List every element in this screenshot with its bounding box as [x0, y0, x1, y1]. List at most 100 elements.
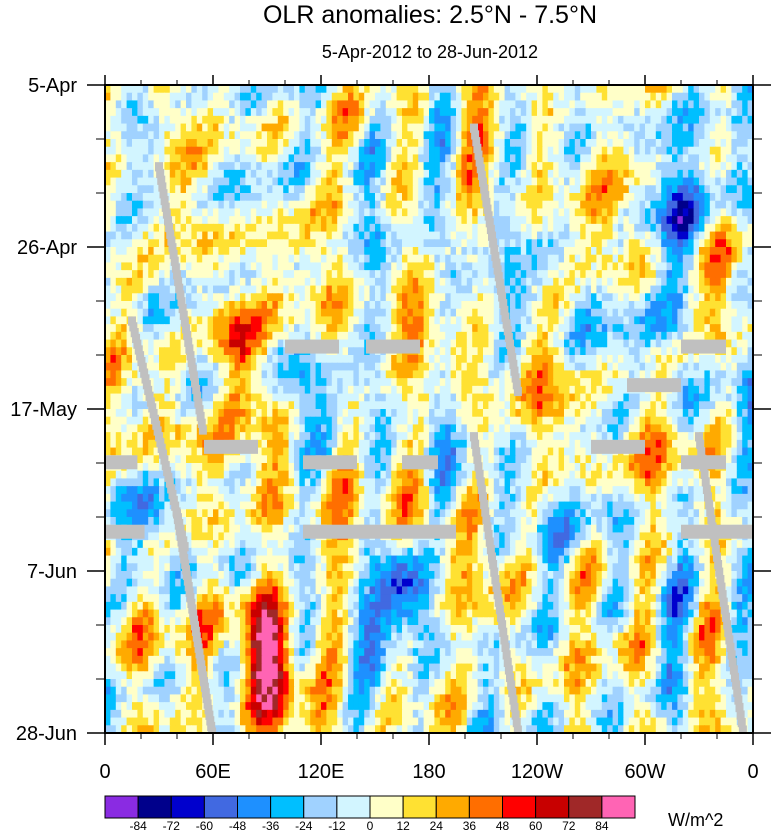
anomaly-cell	[666, 247, 673, 256]
anomaly-cell	[639, 231, 646, 240]
anomaly-cell	[596, 177, 603, 186]
anomaly-cell	[429, 393, 435, 402]
anomaly-cell	[591, 324, 597, 333]
anomaly-cell	[148, 324, 155, 333]
anomaly-cell	[159, 85, 165, 94]
anomaly-cell	[650, 347, 657, 356]
anomaly-cell	[261, 247, 268, 256]
anomaly-cell	[682, 393, 689, 402]
anomaly-cell	[375, 177, 381, 186]
anomaly-cell	[547, 185, 554, 194]
anomaly-cell	[407, 231, 414, 240]
anomaly-cell	[477, 301, 484, 310]
anomaly-cell	[175, 223, 182, 233]
anomaly-cell	[607, 139, 614, 148]
anomaly-cell	[121, 223, 128, 233]
anomaly-cell	[331, 100, 338, 109]
anomaly-cell	[331, 139, 338, 148]
anomaly-cell	[709, 362, 716, 372]
anomaly-cell	[645, 154, 651, 163]
anomaly-cell	[553, 177, 560, 186]
anomaly-cell	[218, 139, 225, 148]
anomaly-cell	[213, 277, 219, 287]
anomaly-cell	[650, 123, 657, 132]
anomaly-cell	[191, 254, 198, 264]
anomaly-cell	[569, 393, 576, 402]
anomaly-cell	[493, 293, 500, 302]
anomaly-cell	[202, 301, 209, 310]
anomaly-cell	[180, 231, 187, 240]
anomaly-cell	[434, 92, 441, 102]
anomaly-cell	[439, 223, 446, 233]
anomaly-cell	[547, 123, 554, 132]
anomaly-cell	[742, 169, 749, 179]
anomaly-cell	[234, 162, 241, 171]
anomaly-cell	[137, 154, 144, 163]
anomaly-cell	[623, 385, 630, 395]
anomaly-cell	[456, 131, 462, 140]
anomaly-cell	[186, 254, 192, 264]
anomaly-cell	[148, 115, 155, 125]
anomaly-cell	[407, 285, 414, 294]
anomaly-cell	[472, 169, 479, 179]
anomaly-cell	[585, 355, 592, 364]
anomaly-cell	[364, 370, 371, 379]
anomaly-cell	[250, 308, 257, 318]
anomaly-cell	[250, 316, 257, 325]
anomaly-cell	[348, 378, 354, 387]
anomaly-cell	[364, 92, 371, 102]
anomaly-cell	[385, 208, 392, 217]
anomaly-cell	[196, 216, 203, 225]
anomaly-cell	[234, 324, 241, 333]
anomaly-cell	[736, 277, 743, 287]
anomaly-cell	[256, 362, 263, 372]
anomaly-cell	[407, 362, 414, 372]
anomaly-cell	[488, 262, 495, 271]
anomaly-cell	[456, 378, 462, 387]
anomaly-cell	[672, 316, 678, 325]
anomaly-cell	[726, 123, 732, 132]
anomaly-cell	[477, 231, 484, 240]
anomaly-cell	[148, 208, 155, 217]
anomaly-cell	[331, 177, 338, 186]
anomaly-cell	[250, 362, 257, 372]
anomaly-cell	[688, 162, 695, 171]
anomaly-cell	[736, 185, 743, 194]
anomaly-cell	[445, 154, 452, 163]
anomaly-cell	[709, 85, 716, 94]
anomaly-cell	[601, 331, 608, 341]
anomaly-cell	[186, 216, 192, 225]
anomaly-cell	[493, 108, 500, 117]
anomaly-cell	[369, 401, 376, 410]
anomaly-cell	[169, 293, 176, 302]
anomaly-cell	[191, 262, 198, 271]
anomaly-cell	[612, 355, 619, 364]
anomaly-cell	[628, 339, 635, 348]
anomaly-cell	[688, 362, 695, 372]
anomaly-cell	[510, 200, 516, 210]
anomaly-cell	[726, 277, 732, 287]
anomaly-cell	[175, 378, 182, 387]
anomaly-cell	[288, 169, 295, 179]
anomaly-cell	[364, 162, 371, 171]
anomaly-cell	[704, 85, 711, 94]
anomaly-cell	[353, 378, 360, 387]
anomaly-cell	[429, 131, 435, 140]
anomaly-cell	[747, 339, 753, 348]
anomaly-cell	[693, 239, 700, 248]
anomaly-cell	[391, 139, 398, 148]
anomaly-cell	[331, 185, 338, 194]
anomaly-cell	[618, 200, 624, 210]
anomaly-cell	[288, 285, 295, 294]
anomaly-cell	[466, 262, 473, 271]
anomaly-cell	[439, 401, 446, 410]
anomaly-cell	[358, 347, 365, 356]
anomaly-cell	[180, 108, 187, 117]
anomaly-cell	[396, 355, 403, 364]
anomaly-cell	[726, 347, 732, 356]
anomaly-cell	[396, 177, 403, 186]
anomaly-cell	[601, 223, 608, 233]
anomaly-cell	[580, 100, 587, 109]
anomaly-cell	[601, 177, 608, 186]
anomaly-cell	[699, 208, 705, 217]
